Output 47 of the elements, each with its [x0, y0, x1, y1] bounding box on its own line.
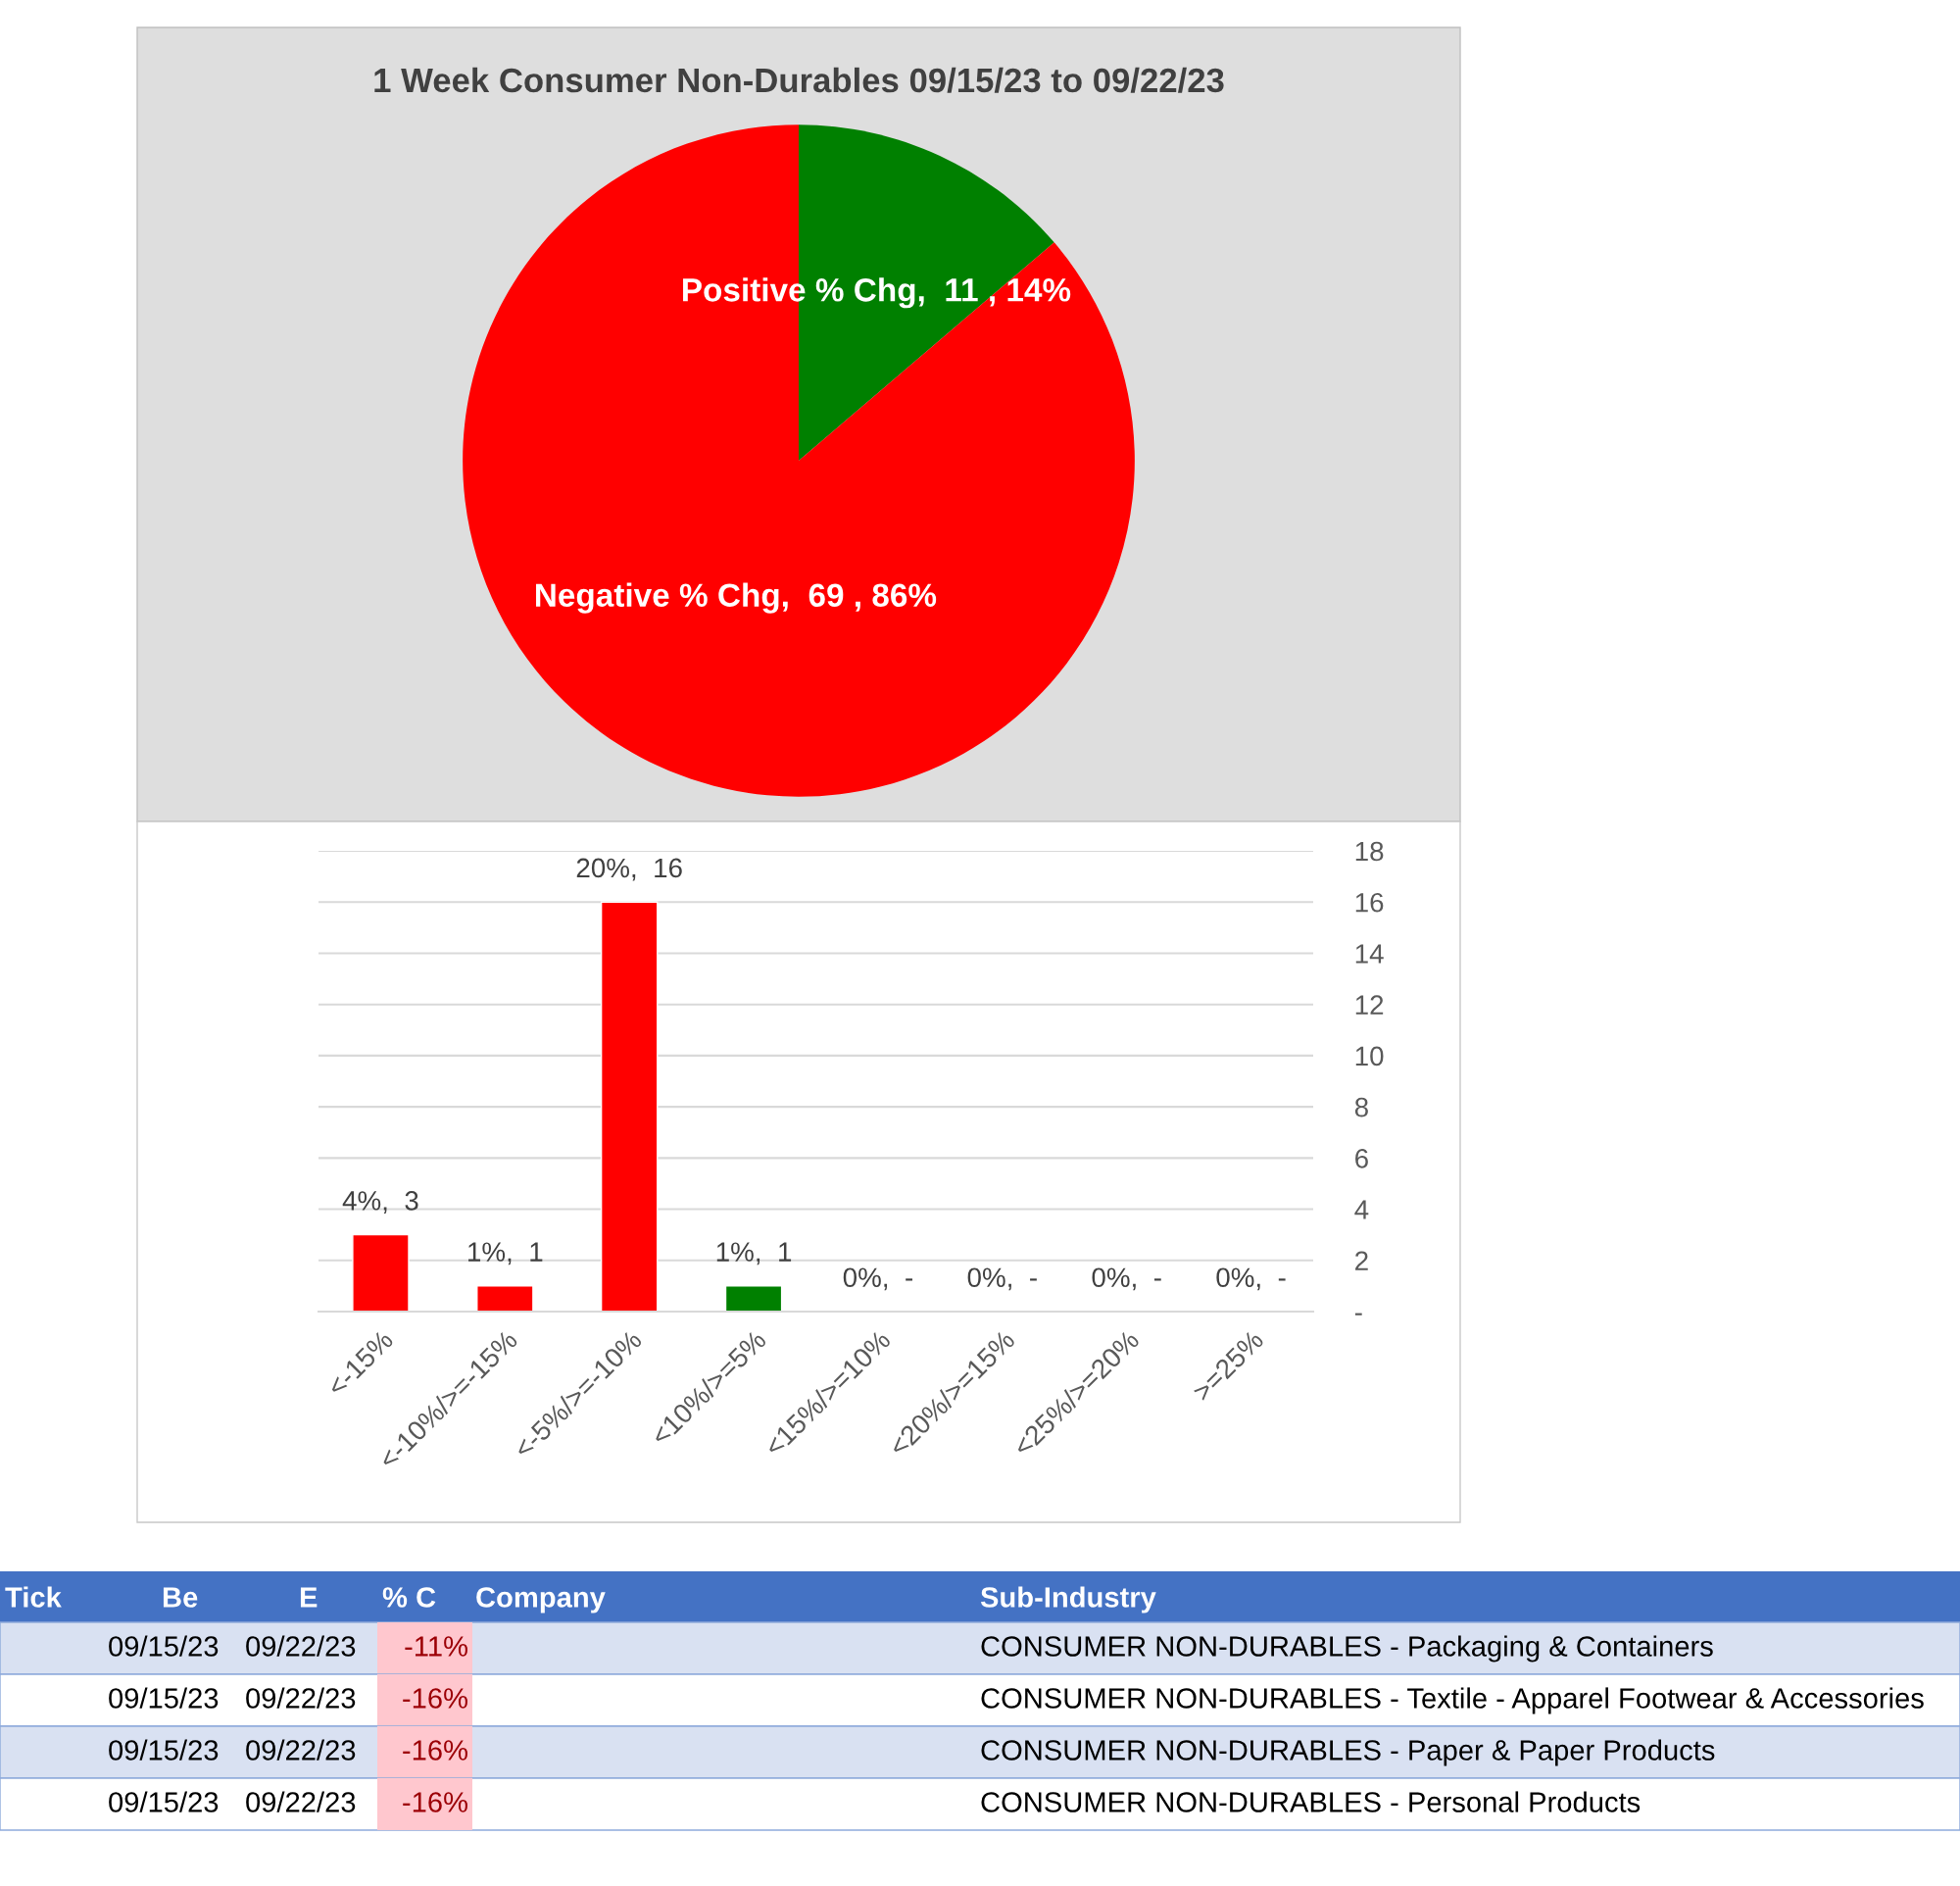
text: 09/15/23 [109, 1791, 219, 1812]
pie-slice [463, 124, 1135, 797]
y-tick-label: 4 [1354, 1200, 1369, 1219]
y-tick-label: - [1354, 1313, 1362, 1315]
y-tick-label: 18 [1355, 841, 1384, 862]
data-label: Negative % Chg, 69 , 86% [536, 582, 937, 614]
text: CONSUMER NON-DURABLES - Paper & Paper Products [981, 1739, 1715, 1766]
text: CONSUMER NON-DURABLES - Packaging & Containers [981, 1635, 1713, 1663]
text: CONSUMER NON-DURABLES - Personal Products [981, 1791, 1641, 1812]
text: 09/15/23 [109, 1739, 219, 1761]
text: 09/22/23 [246, 1687, 356, 1709]
text: -16% [403, 1688, 467, 1709]
chart-title: 1 Week Consumer Non-Durables 09/15/23 to 09/22/23 [374, 67, 1224, 93]
text: 09/22/23 [246, 1739, 356, 1761]
text: -16% [403, 1740, 467, 1761]
text: -11% [405, 1636, 467, 1657]
text: 09/22/23 [246, 1791, 356, 1812]
text: Sub-Industry [980, 1586, 1156, 1613]
text: 09/22/23 [246, 1635, 356, 1657]
text: CONSUMER NON-DURABLES - Textile - Apparel Footwear & Accessories [981, 1687, 1924, 1714]
text: Be [163, 1587, 198, 1608]
data-label: 1%, 1 [468, 1242, 543, 1266]
y-tick-label: 12 [1355, 995, 1384, 1015]
data-label: 4%, 3 [342, 1191, 418, 1215]
text: E [300, 1587, 318, 1608]
data-label: 0%, - [967, 1267, 1037, 1291]
text: -16% [403, 1792, 467, 1812]
y-tick-label: 8 [1354, 1097, 1368, 1117]
bar [724, 1285, 783, 1312]
data-label: 0%, - [1092, 1267, 1161, 1291]
y-tick-label: 16 [1355, 892, 1384, 913]
bar [476, 1285, 534, 1312]
text: 09/15/23 [109, 1635, 219, 1657]
bar [352, 1233, 410, 1312]
y-tick-label: 2 [1355, 1251, 1368, 1270]
bar [600, 901, 659, 1312]
data-label: 20%, 16 [576, 858, 682, 881]
data-label: 1%, 1 [716, 1242, 792, 1266]
text: % C [382, 1587, 436, 1608]
text: 09/15/23 [109, 1687, 219, 1709]
data-label: 0%, - [1216, 1267, 1286, 1291]
text: Company [476, 1587, 606, 1613]
data-label: 0%, - [843, 1267, 912, 1291]
y-tick-label: 10 [1355, 1046, 1384, 1067]
y-tick-label: 14 [1355, 944, 1384, 964]
y-tick-label: 6 [1355, 1149, 1368, 1168]
text: Tick [5, 1586, 62, 1608]
